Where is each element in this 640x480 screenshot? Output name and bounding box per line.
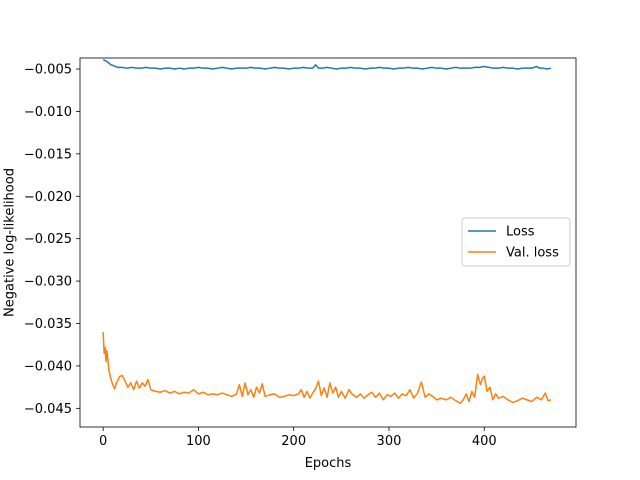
y-axis-label: Negative log-likelihood <box>3 168 18 317</box>
y-tick-label: −0.010 <box>24 105 72 120</box>
y-tick-label: −0.005 <box>24 63 72 78</box>
series-line-loss <box>102 59 552 70</box>
y-tick-label: −0.025 <box>24 232 72 247</box>
y-axis-ticks: −0.045 −0.040 −0.035 −0.030 −0.025 −0.020 −0.0… <box>24 63 80 417</box>
x-tick-label: 300 <box>377 434 402 449</box>
legend-label-val-loss: Val. loss <box>506 246 559 261</box>
series-line-val-loss <box>102 331 552 404</box>
x-tick-label: 0 <box>99 434 107 449</box>
x-axis-label: Epochs <box>305 456 352 471</box>
y-tick-label: −0.030 <box>24 275 72 290</box>
legend-label-loss: Loss <box>506 225 535 240</box>
x-tick-label: 200 <box>281 434 306 449</box>
y-tick-label: −0.040 <box>24 359 72 374</box>
legend-box <box>461 217 571 267</box>
y-tick-label: −0.035 <box>24 317 72 332</box>
plot-lines <box>102 59 552 404</box>
y-tick-label: −0.020 <box>24 190 72 205</box>
y-tick-label: −0.045 <box>24 402 72 417</box>
plot-frame <box>79 57 577 428</box>
x-tick-label: 100 <box>186 434 211 449</box>
x-axis-ticks: 0 100 200 300 400 <box>99 427 497 449</box>
x-tick-label: 400 <box>472 434 497 449</box>
legend: Loss Val. loss <box>461 217 571 267</box>
y-tick-label: −0.015 <box>24 147 72 162</box>
